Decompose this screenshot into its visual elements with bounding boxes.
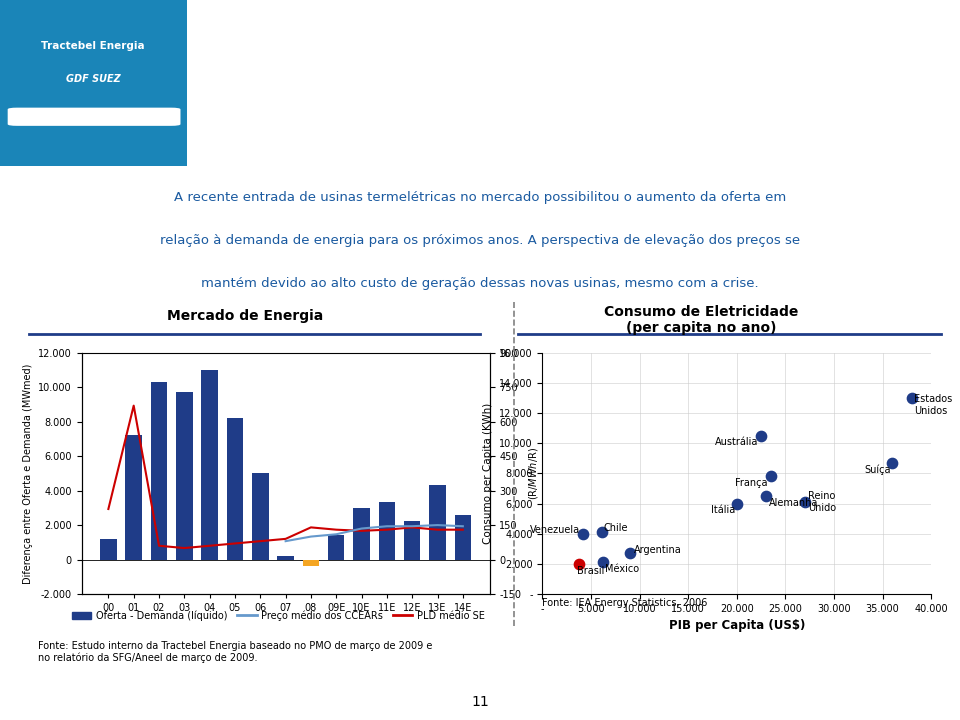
FancyBboxPatch shape (8, 107, 180, 126)
Text: A recente entrada de usinas termelétricas no mercado possibilitou o aumento da o: A recente entrada de usinas termelétrica… (174, 191, 786, 204)
Bar (151, 382, 167, 559)
Text: Argentina: Argentina (634, 545, 682, 555)
Bar (126, 436, 142, 559)
Text: Fonte: Estudo interno da Tractebel Energia baseado no PMO de março de 2009 e
no : Fonte: Estudo interno da Tractebel Energ… (38, 641, 433, 663)
Text: Brasil: Brasil (577, 566, 605, 575)
Point (884, 457, 900, 469)
Bar (378, 502, 396, 559)
Point (763, 471, 779, 482)
Bar (227, 418, 243, 559)
Text: Consumo de Eletricidade
(per capita no ano): Consumo de Eletricidade (per capita no a… (604, 305, 798, 336)
Text: Austrália: Austrália (715, 438, 758, 448)
Bar (429, 485, 445, 559)
Point (571, 558, 587, 570)
Text: Mercado de Energia: Mercado de Energia (167, 308, 323, 323)
Bar (202, 370, 218, 559)
Y-axis label: Diferença entre Oferta e Demanda (MWmed): Diferença entre Oferta e Demanda (MWmed) (23, 363, 33, 584)
X-axis label: PIB per Capita (US$): PIB per Capita (US$) (668, 619, 805, 632)
Point (622, 547, 637, 559)
Bar (100, 539, 116, 559)
Point (595, 557, 611, 568)
Point (904, 392, 920, 404)
Bar (277, 556, 294, 559)
Legend: Oferta - Demanda (líquido), Preço médio dos CCEARs, PLD médio SE: Oferta - Demanda (líquido), Preço médio … (68, 606, 489, 625)
Y-axis label: (R$/MWh/$R): (R$/MWh/$R) (527, 447, 540, 500)
Bar (176, 392, 193, 559)
Bar (455, 515, 471, 559)
Text: Alemanha: Alemanha (769, 498, 818, 508)
Bar (302, 559, 319, 567)
Text: GDF SUEZ: GDF SUEZ (65, 74, 121, 84)
Text: Suíça: Suíça (864, 464, 890, 475)
FancyBboxPatch shape (0, 0, 187, 166)
Text: Venezuela: Venezuela (530, 525, 580, 535)
Text: 11: 11 (471, 695, 489, 709)
Point (730, 498, 745, 509)
Text: mantém devido ao alto custo de geração dessas novas usinas, mesmo com a crise.: mantém devido ao alto custo de geração d… (202, 277, 758, 290)
Text: México: México (605, 564, 638, 574)
Point (594, 526, 610, 538)
Bar (252, 474, 269, 559)
Point (576, 528, 591, 539)
Text: Reino
Unido: Reino Unido (807, 491, 836, 513)
Text: Fonte: IEA Energy Statistics, 2006: Fonte: IEA Energy Statistics, 2006 (542, 598, 708, 608)
Point (758, 490, 774, 502)
Bar (328, 536, 345, 559)
Text: França: França (735, 478, 768, 488)
Text: relação à demanda de energia para os próximos anos. A perspectiva de elevação do: relação à demanda de energia para os pró… (160, 234, 800, 247)
Point (797, 496, 812, 508)
Text: Chile: Chile (604, 523, 628, 534)
Bar (404, 521, 420, 559)
Y-axis label: Consumo per Capita (KWh): Consumo per Capita (KWh) (484, 402, 493, 544)
Text: A limitada oferta de energia e o (ainda) baixo
nível do consumo suportam os preç: A limitada oferta de energia e o (ainda)… (272, 52, 880, 107)
Text: Tractebel Energia: Tractebel Energia (41, 41, 145, 51)
Bar (353, 508, 370, 559)
Point (754, 430, 769, 441)
Text: Itália: Itália (710, 505, 734, 516)
Text: Estados
Unidos: Estados Unidos (914, 394, 952, 415)
